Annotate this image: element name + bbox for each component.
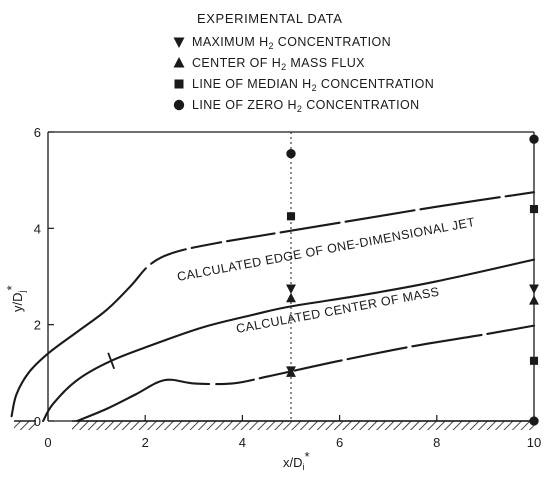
y-tick-label: 0: [34, 414, 41, 429]
y-tick-label: 6: [34, 125, 41, 140]
legend-entry-label: MAXIMUM H2 CONCENTRATION: [192, 35, 391, 51]
axis-ticks: 0 2 4 6 8 10 0 2 4 6: [34, 125, 541, 450]
data-point-triangle-up: [286, 292, 296, 303]
plot-area: [14, 131, 535, 430]
legend: EXPERIMENTAL DATA MAXIMUM H2 CONCENTRATI…: [173, 11, 434, 114]
x-axis-label-main: x/D: [283, 455, 303, 470]
data-point-triangle-up: [286, 367, 296, 377]
legend-entry-label: CENTER OF H2 MASS FLUX: [192, 56, 365, 72]
data-point-square: [529, 356, 539, 365]
x-tick-label: 0: [44, 435, 51, 450]
data-point-triangle-down: [529, 284, 539, 294]
x-tick-label: 4: [239, 435, 246, 450]
data-markers: [286, 134, 539, 426]
calculated-curve-3: [76, 324, 536, 423]
x-tick-label: 2: [142, 435, 149, 450]
y-axis-label-sup: *: [4, 285, 19, 290]
legend-title: EXPERIMENTAL DATA: [197, 11, 343, 26]
x-tick-label: 8: [433, 435, 440, 450]
legend-entry-label: LINE OF MEDIAN H2 CONCENTRATION: [192, 77, 434, 93]
data-point-circle: [529, 134, 539, 144]
y-tick-label: 2: [34, 318, 41, 333]
legend-marker-triangle-down: [173, 37, 185, 48]
wall-hatch-floor: [72, 421, 534, 430]
data-point-circle: [286, 148, 296, 159]
x-tick-label: 10: [527, 435, 541, 450]
x-axis-label: x/Di*: [283, 449, 310, 472]
x-axis-label-sup: *: [305, 449, 310, 464]
legend-marker-square: [174, 79, 184, 89]
curve-tick-mark: [107, 352, 116, 370]
x-tick-label: 6: [336, 435, 343, 450]
y-axis-label-sub: j: [17, 291, 27, 294]
legend-entry-label: LINE OF ZERO H2 CONCENTRATION: [192, 98, 420, 114]
calculated-curves: [10, 191, 536, 423]
x-axis-label-sub: i: [303, 462, 305, 472]
calculated-curve-1: [10, 191, 536, 418]
data-point-square: [529, 205, 539, 214]
data-point-square: [286, 212, 296, 221]
data-point-circle: [529, 416, 539, 426]
data-point-triangle-down: [286, 284, 296, 294]
y-tick-label: 4: [34, 221, 41, 236]
wall-hatch-left: [14, 421, 36, 430]
legend-marker-circle: [173, 99, 185, 111]
data-point-triangle-up: [529, 295, 539, 305]
y-axis-label-main: y/D: [10, 293, 25, 313]
curve-label-center-of-mass: CALCULATED CENTER OF MASS: [235, 285, 440, 336]
calculated-curve-2: [42, 258, 536, 423]
legend-marker-triangle-up: [173, 57, 185, 68]
y-axis-label: y/Dj*: [4, 285, 27, 312]
